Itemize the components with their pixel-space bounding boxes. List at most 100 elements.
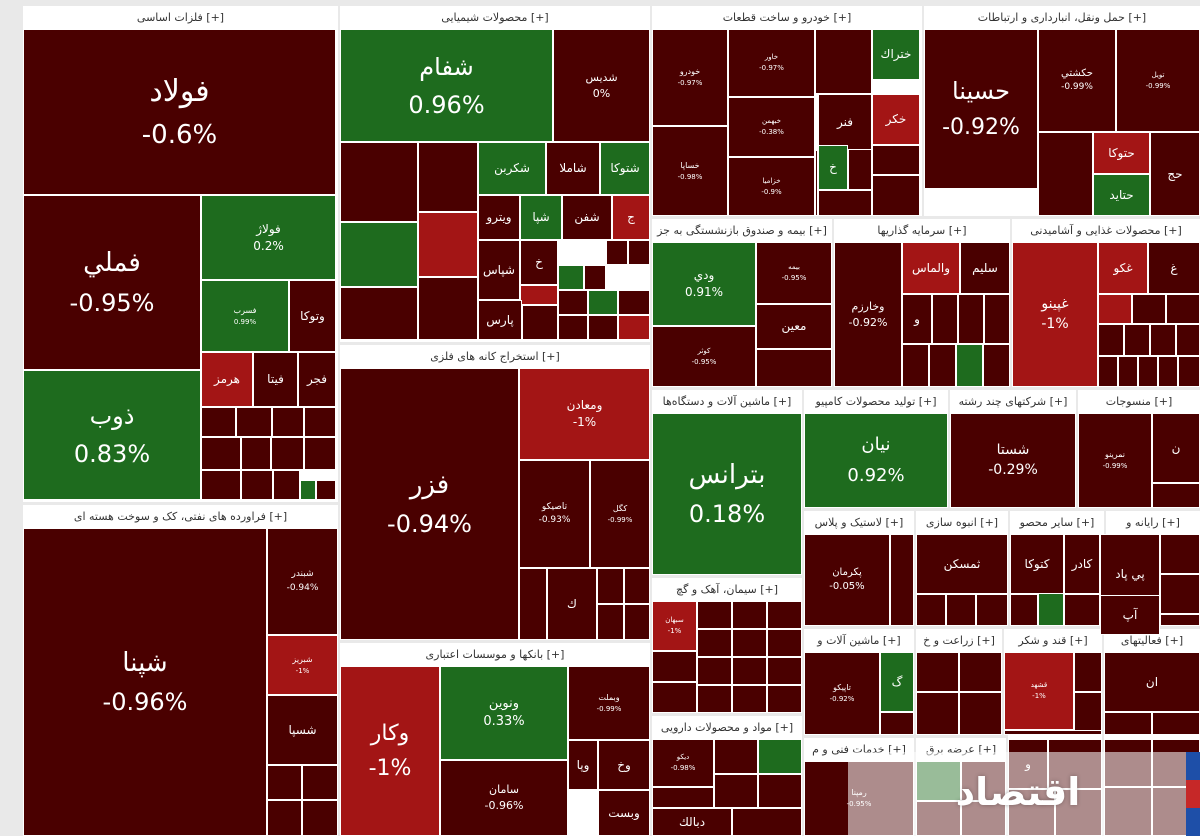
stock-tile[interactable]: وتوكا — [289, 280, 336, 352]
stock-tile[interactable]: حج — [1150, 132, 1200, 216]
stock-tile[interactable]: شديس 0% — [553, 29, 650, 142]
stock-tile[interactable]: بترانس 0.18% — [652, 413, 802, 575]
sector-title[interactable]: [+] قند و شکر — [1004, 629, 1102, 652]
sector-title[interactable]: [+] منسوجات — [1078, 390, 1200, 413]
stock-tile[interactable]: ذوب 0.83% — [23, 370, 201, 500]
stock-tile[interactable]: تاصيكو -0.93% — [519, 460, 590, 568]
stock-tile[interactable]: وخ — [598, 740, 650, 790]
stock-tile[interactable]: سليم — [960, 242, 1010, 294]
stock-tile[interactable]: پارس — [478, 300, 522, 340]
stock-tile[interactable]: شفام 0.96% — [340, 29, 553, 142]
stock-tile[interactable]: فنر — [818, 94, 872, 150]
stock-tile[interactable]: فجر — [298, 352, 336, 407]
sector-title[interactable]: [+] تولید محصولات کامپیو — [804, 390, 948, 413]
stock-tile[interactable]: شاملا — [546, 142, 600, 195]
stock-tile[interactable]: شكربن — [478, 142, 546, 195]
sector-title[interactable]: [+] سایر محصو — [1010, 511, 1104, 534]
sector-title[interactable]: [+] ماشین آلات و دستگاه‌ها — [652, 390, 802, 413]
stock-tile[interactable]: ك — [547, 568, 597, 640]
stock-tile[interactable]: فيتا — [253, 352, 298, 407]
sector-title[interactable]: [+] بیمه و صندوق بازنشستگی به جز — [652, 219, 832, 242]
sector-title[interactable]: [+] محصولات شیمیایی — [340, 6, 650, 29]
stock-tile[interactable]: والماس — [902, 242, 960, 294]
sector-title[interactable]: [+] انبوه سازی — [916, 511, 1008, 534]
stock-tile[interactable]: فسرب 0.99% — [201, 280, 289, 352]
stock-tile[interactable]: بيمه -0.95% — [756, 242, 832, 304]
stock-tile[interactable]: وبست — [598, 790, 650, 836]
stock-tile[interactable]: خ — [818, 145, 848, 190]
stock-tile[interactable]: ويترو — [478, 195, 520, 240]
sector-title[interactable]: [+] زراعت و خ — [916, 629, 1002, 652]
stock-tile[interactable]: خودرو -0.97% — [652, 29, 728, 126]
sector-title[interactable]: [+] محصولات غذایی و آشامیدنی — [1012, 219, 1200, 242]
stock-tile[interactable]: فملي -0.95% — [23, 195, 201, 370]
stock-tile[interactable]: تويل -0.99% — [1116, 29, 1200, 132]
stock-tile[interactable]: فزر -0.94% — [340, 368, 519, 640]
stock-tile[interactable]: شپنا -0.96% — [23, 528, 267, 836]
stock-tile[interactable]: كوثر -0.95% — [652, 326, 756, 387]
sector-title[interactable]: [+] بانکها و موسسات اعتباری — [340, 643, 650, 666]
stock-tile[interactable]: غكو — [1098, 242, 1148, 294]
stock-tile[interactable]: پكرمان -0.05% — [804, 534, 890, 626]
stock-tile[interactable]: وبملت -0.99% — [568, 666, 650, 740]
stock-tile[interactable]: شپا — [520, 195, 562, 240]
stock-tile[interactable]: نمرينو -0.99% — [1078, 413, 1152, 508]
stock-tile[interactable]: غ — [1148, 242, 1200, 294]
stock-tile[interactable]: ج — [612, 195, 650, 240]
sector-title[interactable]: [+] رایانه و — [1106, 511, 1200, 534]
stock-tile[interactable]: خساپا -0.98% — [652, 126, 728, 216]
stock-tile[interactable]: شپاس — [478, 240, 520, 300]
stock-tile[interactable]: ان — [1104, 652, 1200, 712]
sector-title[interactable]: [+] فراورده های نفتی، کک و سوخت هسته ای — [23, 505, 338, 528]
stock-tile[interactable]: دبالك — [652, 808, 732, 836]
stock-tile[interactable]: كگل -0.99% — [590, 460, 650, 568]
stock-tile[interactable]: سامان -0.96% — [440, 760, 568, 836]
stock-tile[interactable]: غپينو -1% — [1012, 242, 1098, 387]
stock-tile[interactable]: شفن — [562, 195, 612, 240]
stock-tile[interactable]: آپ — [1100, 595, 1160, 635]
sector-title[interactable]: [+] ماشین آلات و — [804, 629, 914, 652]
stock-tile[interactable]: و — [902, 294, 932, 344]
sector-title[interactable]: [+] سیمان، آهک و گچ — [652, 578, 802, 601]
stock-tile[interactable]: ونوين 0.33% — [440, 666, 568, 760]
stock-tile[interactable]: ن — [1152, 413, 1200, 483]
stock-tile[interactable]: شبندر -0.94% — [267, 528, 338, 635]
sector-title[interactable]: [+] سرمایه گذاریها — [834, 219, 1010, 242]
stock-tile[interactable]: خاور -0.97% — [728, 29, 815, 97]
stock-tile[interactable]: ثمسكن — [916, 534, 1008, 594]
stock-tile[interactable]: هرمز — [201, 352, 253, 407]
stock-tile[interactable]: كادر — [1064, 534, 1100, 594]
stock-tile[interactable]: ودي 0.91% — [652, 242, 756, 326]
stock-tile[interactable]: وخارزم -0.92% — [834, 242, 902, 387]
stock-tile[interactable]: قشهد -1% — [1004, 652, 1074, 730]
stock-tile[interactable]: ختراك — [872, 29, 920, 80]
stock-tile[interactable]: وكار -1% — [340, 666, 440, 836]
stock-tile[interactable]: معين — [756, 304, 832, 349]
stock-tile[interactable]: تاپيكو -0.92% — [804, 652, 880, 735]
stock-tile[interactable]: فولاژ 0.2% — [201, 195, 336, 280]
stock-tile[interactable]: شبريز -1% — [267, 635, 338, 695]
stock-tile[interactable]: ومعادن -1% — [519, 368, 650, 460]
stock-tile[interactable]: شسپا — [267, 695, 338, 765]
sector-title[interactable]: [+] لاستیک و پلاس — [804, 511, 914, 534]
stock-tile[interactable]: حسينا -0.92% — [924, 29, 1038, 189]
sector-title[interactable]: [+] فلزات اساسی — [23, 6, 338, 29]
sector-title[interactable]: [+] خودرو و ساخت قطعات — [652, 6, 922, 29]
stock-tile[interactable]: ديكو -0.98% — [652, 739, 714, 787]
sector-title[interactable]: [+] شرکتهای چند رشته — [950, 390, 1076, 413]
stock-tile[interactable]: كتوكا — [1010, 534, 1064, 594]
stock-tile[interactable]: حكشتي -0.99% — [1038, 29, 1116, 132]
stock-tile[interactable]: خبهمن -0.38% — [728, 97, 815, 157]
stock-tile[interactable]: سبهان -1% — [652, 601, 697, 651]
stock-tile[interactable]: شتوكا — [600, 142, 650, 195]
stock-tile[interactable]: حتوكا — [1093, 132, 1150, 174]
stock-tile[interactable]: خكر — [872, 94, 920, 145]
stock-tile[interactable]: گ — [880, 652, 914, 712]
stock-tile[interactable]: وپا — [568, 740, 598, 790]
stock-tile[interactable]: نيان 0.92% — [804, 413, 948, 508]
sector-title[interactable]: [+] استخراج کانه های فلزی — [340, 345, 650, 368]
stock-tile[interactable]: فولاد -0.6% — [23, 29, 336, 195]
sector-title[interactable]: [+] مواد و محصولات دارویی — [652, 716, 802, 739]
stock-tile[interactable]: شستا -0.29% — [950, 413, 1076, 508]
stock-tile[interactable]: حتايد — [1093, 174, 1150, 216]
